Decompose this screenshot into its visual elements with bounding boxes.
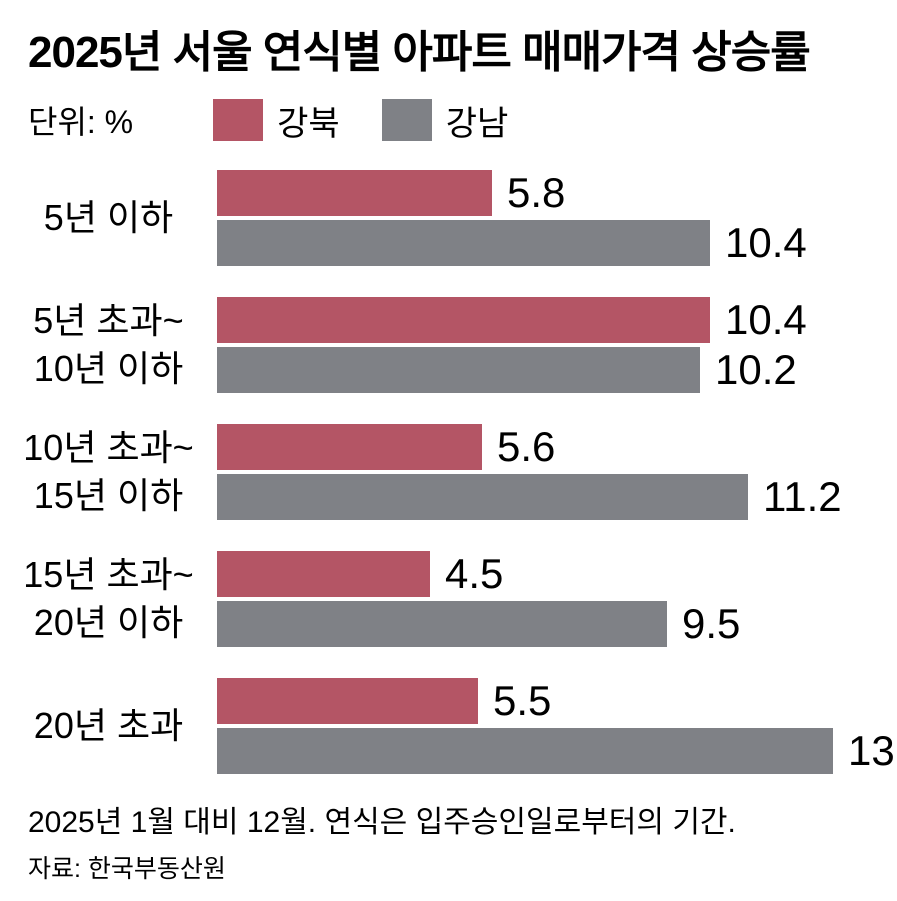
- gangbuk-bar-row: 4.5: [217, 550, 897, 597]
- source-label: 자료: 한국부동산원: [28, 855, 226, 883]
- gangbuk-swatch-icon: [213, 99, 264, 141]
- gangnam-value-label: 10.2: [715, 346, 797, 393]
- bar-chart: 5년 이하 5.8 10.4 5년 초과~ 10년 이하: [0, 169, 897, 774]
- gangnam-value-label: 13: [848, 727, 895, 774]
- category-label-line: 20년 초과: [33, 705, 184, 746]
- gangnam-bar: [217, 601, 667, 647]
- gangnam-value-label: 11.2: [763, 473, 842, 520]
- gangnam-swatch-icon: [381, 99, 432, 141]
- gangbuk-value-label: 10.4: [725, 296, 807, 343]
- category-label: 5년 이하: [0, 170, 217, 266]
- gangnam-bar: [217, 728, 833, 774]
- category-label-line: 20년 이하: [33, 602, 184, 643]
- gangbuk-value-label: 4.5: [445, 550, 504, 597]
- legend: 단위: % 강북 강남: [28, 96, 869, 145]
- chart-group-5to10: 5년 초과~ 10년 이하 10.4 10.2: [0, 296, 897, 393]
- footnote: 2025년 1월 대비 12월. 연식은 입주승인일로부터의 기간.: [28, 806, 736, 839]
- gangbuk-bar-row: 5.6: [217, 423, 897, 470]
- gangbuk-bar: [217, 551, 430, 597]
- category-label-line: 15년 이하: [33, 475, 184, 516]
- gangnam-bar-row: 10.4: [217, 219, 897, 266]
- legend-label-gangbuk: 강북: [277, 104, 340, 143]
- gangnam-bar: [217, 220, 710, 266]
- gangnam-bar-row: 13: [217, 727, 897, 774]
- gangnam-bar: [217, 474, 748, 520]
- gangbuk-bar-row: 10.4: [217, 296, 897, 343]
- gangbuk-bar: [217, 170, 492, 216]
- category-label-line: 15년 초과~: [23, 554, 194, 595]
- gangnam-bar-row: 10.2: [217, 346, 897, 393]
- chart-group-10to15: 10년 초과~ 15년 이하 5.6 11.2: [0, 423, 897, 520]
- gangbuk-bar-row: 5.5: [217, 677, 897, 724]
- gangbuk-bar: [217, 678, 478, 724]
- bar-pair: 5.8 10.4: [217, 169, 897, 266]
- gangbuk-value-label: 5.5: [493, 677, 552, 724]
- bar-pair: 10.4 10.2: [217, 296, 897, 393]
- category-label: 10년 초과~ 15년 이하: [0, 424, 217, 520]
- legend-item-gangnam: 강남: [381, 96, 509, 145]
- gangnam-bar-row: 11.2: [217, 473, 897, 520]
- gangnam-value-label: 10.4: [725, 219, 807, 266]
- gangnam-bar: [217, 347, 700, 393]
- chart-group-15to20: 15년 초과~ 20년 이하 4.5 9.5: [0, 550, 897, 647]
- unit-label: 단위: %: [28, 104, 134, 140]
- category-label: 20년 초과: [0, 678, 217, 774]
- legend-label-gangnam: 강남: [445, 104, 509, 143]
- gangnam-value-label: 9.5: [682, 600, 741, 647]
- gangbuk-bar: [217, 424, 482, 470]
- gangbuk-value-label: 5.8: [507, 169, 566, 216]
- bar-pair: 4.5 9.5: [217, 550, 897, 647]
- category-label-line: 5년 이하: [43, 197, 174, 238]
- category-label: 15년 초과~ 20년 이하: [0, 551, 217, 647]
- gangbuk-value-label: 5.6: [497, 423, 556, 470]
- legend-item-gangbuk: 강북: [213, 96, 340, 145]
- chart-title: 2025년 서울 연식별 아파트 매매가격 상승률: [28, 28, 811, 77]
- category-label-line: 5년 초과~: [33, 300, 184, 341]
- chart-group-over20: 20년 초과 5.5 13: [0, 677, 897, 774]
- gangnam-bar-row: 9.5: [217, 600, 897, 647]
- gangbuk-bar: [217, 297, 710, 343]
- category-label: 5년 초과~ 10년 이하: [0, 297, 217, 393]
- chart-group-under5: 5년 이하 5.8 10.4: [0, 169, 897, 266]
- category-label-line: 10년 이하: [33, 348, 184, 389]
- bar-pair: 5.6 11.2: [217, 423, 897, 520]
- category-label-line: 10년 초과~: [23, 427, 194, 468]
- gangbuk-bar-row: 5.8: [217, 169, 897, 216]
- bar-pair: 5.5 13: [217, 677, 897, 774]
